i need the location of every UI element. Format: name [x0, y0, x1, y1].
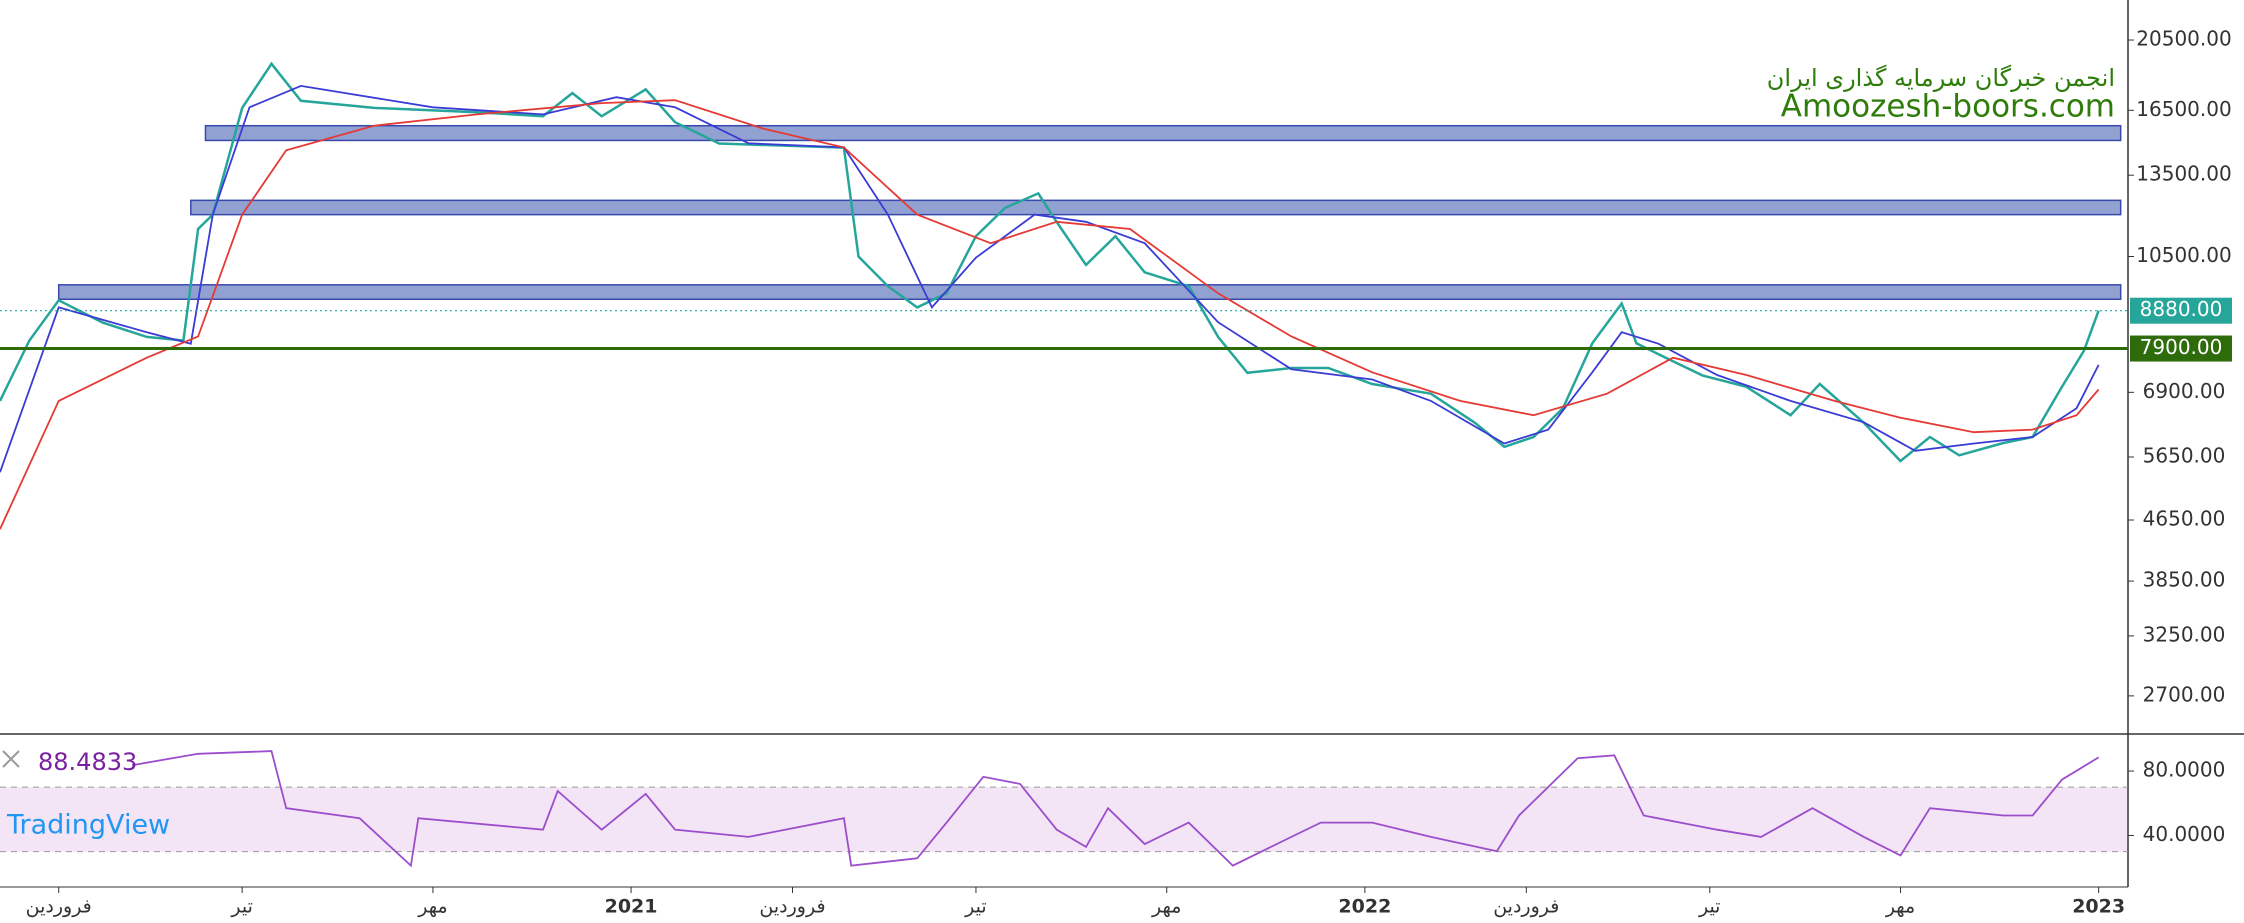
series-line — [0, 61, 2100, 463]
series-line — [0, 99, 2100, 530]
rsi-band — [0, 787, 2128, 852]
annotation: انجمن خبرگان سرمایه گذاری ایران — [1767, 64, 2115, 92]
rsi-value: 88.4833 — [38, 748, 137, 776]
y-tick-label: 3850.00 — [2143, 568, 2226, 592]
y-tick-label: 5650.00 — [2143, 443, 2226, 467]
zone — [57, 284, 2122, 301]
x-tick-label: فروردین — [26, 896, 92, 918]
y-tick-label: 20500.00 — [2136, 27, 2231, 51]
x-tick-label: فروردین — [1493, 896, 1559, 918]
series-line — [131, 750, 2100, 868]
y-tick-label: 4650.00 — [2143, 507, 2226, 531]
last_price-label: 8880.00 — [2140, 297, 2223, 321]
y-tick-label: 16500.00 — [2136, 97, 2231, 121]
y-tick-label: 2700.00 — [2143, 682, 2226, 706]
watermark: TradingView — [6, 810, 170, 841]
zone — [204, 124, 2122, 142]
x-tick-label: 2021 — [605, 896, 658, 918]
y-tick-label: 40.0000 — [2143, 822, 2226, 846]
level-label: 7900.00 — [2140, 335, 2223, 359]
close-icon-x[interactable] — [2, 750, 20, 768]
last_price-badge — [2130, 297, 2232, 324]
y-tick-label: 3250.00 — [2143, 622, 2226, 646]
x-tick-label: تیر — [964, 896, 987, 918]
y-tick-label: 13500.00 — [2136, 162, 2231, 186]
y-tick-label: 6900.00 — [2143, 379, 2226, 403]
x-tick-label: مهر — [1885, 896, 1915, 918]
x-tick-label: مهر — [1151, 896, 1181, 918]
x-tick-label: مهر — [417, 896, 447, 918]
level-badge — [2130, 335, 2232, 362]
x-tick-label: 2022 — [1338, 896, 1391, 918]
y-tick-label: 80.0000 — [2143, 758, 2226, 782]
x-tick-label: فروردین — [759, 896, 825, 918]
pane: 80.0000 40.0000 88.4833 فروردین تیر مهر 2021 فر… — [0, 748, 2225, 918]
series-line — [0, 84, 2100, 473]
x-tick-label: تیر — [230, 896, 253, 918]
y-tick-label: 10500.00 — [2136, 243, 2231, 267]
x-tick-label: 2023 — [2072, 896, 2125, 918]
x-tick-label: تیر — [1698, 896, 1721, 918]
close-icon[interactable] — [0, 748, 22, 770]
annotation: Amoozesh-boors.com — [1781, 89, 2115, 125]
zone — [190, 199, 2122, 216]
pane: 20500.00 16500.00 13500.00 10500.00 6900.00 5… — [0, 27, 2232, 706]
